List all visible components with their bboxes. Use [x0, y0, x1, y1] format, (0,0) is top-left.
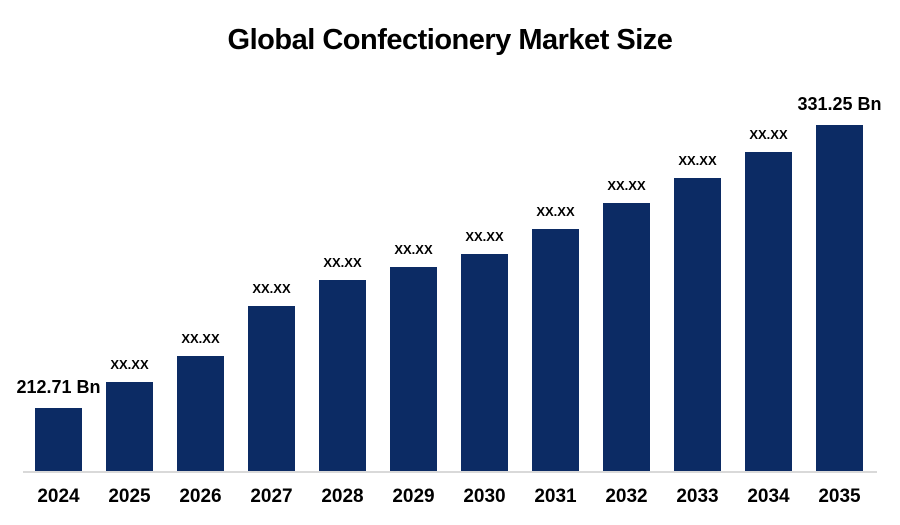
bar-value-label-2032: XX.XX: [607, 177, 646, 193]
bar-2035: [816, 125, 863, 471]
bar-value-label-2035: 331.25 Bn: [797, 94, 882, 115]
bar-value-label-2026: XX.XX: [181, 330, 220, 346]
x-axis-tick-2027: 2027: [250, 486, 293, 507]
bar-value-label-2024: 212.71 Bn: [16, 377, 101, 398]
x-axis-tick-2031: 2031: [534, 486, 577, 507]
bar-value-label-2029: XX.XX: [394, 241, 433, 257]
bar-2034: [745, 152, 792, 471]
bar-2031: [532, 229, 579, 471]
bar-2024: [35, 408, 82, 471]
bar-2026: [177, 356, 224, 471]
bar-2027: [248, 306, 295, 471]
x-axis-tick-2029: 2029: [392, 486, 435, 507]
bar-value-label-2034: XX.XX: [749, 126, 788, 142]
bar-2030: [461, 254, 508, 471]
x-axis-tick-2026: 2026: [179, 486, 222, 507]
bar-2025: [106, 382, 153, 471]
bar-2033: [674, 178, 721, 471]
x-axis-tick-2035: 2035: [818, 486, 861, 507]
bar-2029: [390, 267, 437, 471]
bar-value-label-2027: XX.XX: [252, 280, 291, 296]
bar-value-label-2033: XX.XX: [678, 152, 717, 168]
bar-value-label-2025: XX.XX: [110, 356, 149, 372]
bar-2028: [319, 280, 366, 471]
x-axis-tick-2024: 2024: [37, 486, 80, 507]
bar-value-label-2028: XX.XX: [323, 254, 362, 270]
x-axis-tick-2034: 2034: [747, 486, 790, 507]
x-axis-line: [23, 471, 877, 473]
bar-value-label-2030: XX.XX: [465, 228, 504, 244]
bar-value-label-2031: XX.XX: [536, 203, 575, 219]
x-axis-tick-2030: 2030: [463, 486, 506, 507]
bar-2032: [603, 203, 650, 471]
x-axis-tick-2025: 2025: [108, 486, 151, 507]
x-axis-tick-2028: 2028: [321, 486, 364, 507]
chart-title: Global Confectionery Market Size: [227, 24, 673, 56]
x-axis-tick-2032: 2032: [605, 486, 648, 507]
x-axis-tick-2033: 2033: [676, 486, 719, 507]
